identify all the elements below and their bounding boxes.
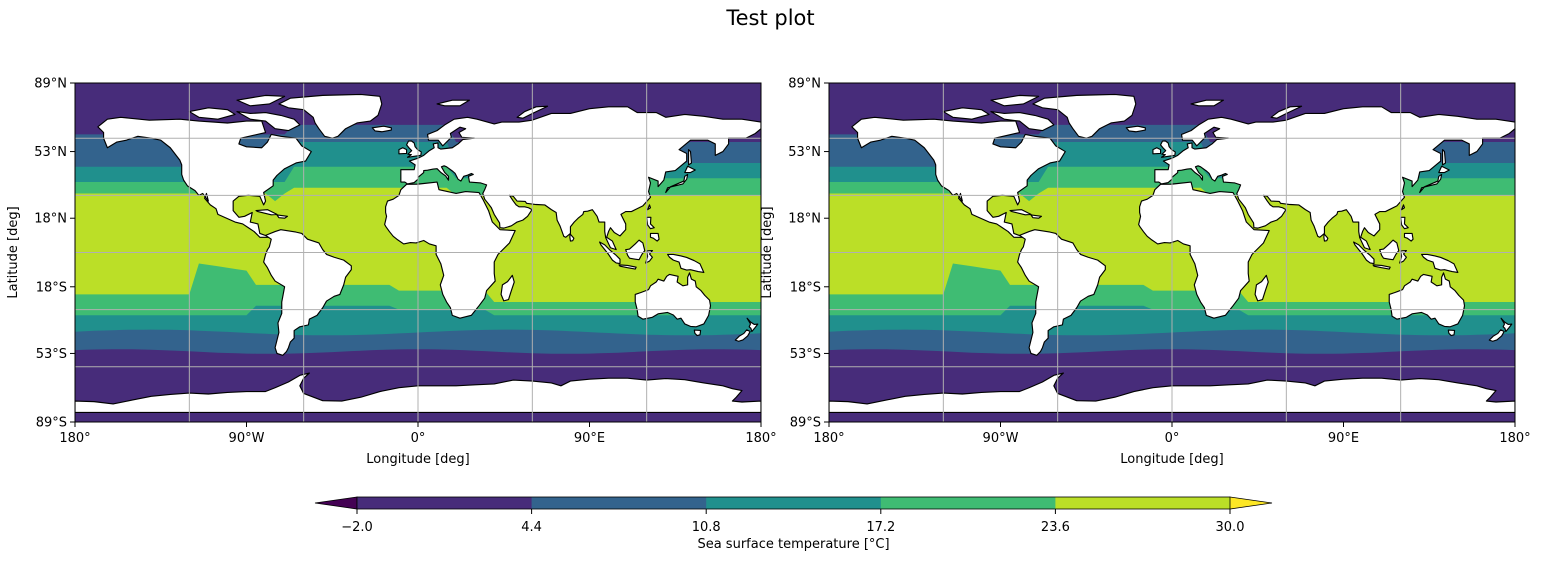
colorbar-tick-label: −2.0: [341, 520, 373, 535]
colorbar-over-extension: [1229, 496, 1273, 510]
lon-tick-label: 90°W: [983, 431, 1019, 446]
colorbar-tick-label: 4.4: [521, 520, 542, 535]
colorbar-tick-label: 30.0: [1216, 520, 1245, 535]
lat-tick-label: 89°S: [790, 416, 821, 431]
colorbar-segment: [706, 497, 882, 509]
lon-tick-label: 0°: [411, 431, 426, 446]
lat-tick-label: 53°S: [36, 347, 67, 362]
colorbar-frame: [356, 496, 1231, 510]
y-axis-label: Latitude [deg]: [6, 206, 21, 298]
colorbar-segment: [357, 497, 533, 509]
lat-tick-label: 89°N: [788, 77, 821, 92]
lon-tick-label: 90°E: [1328, 431, 1359, 446]
lat-tick-label: 53°N: [34, 145, 67, 160]
figure-title: Test plot: [726, 6, 815, 30]
lon-tick-label: 0°: [1165, 431, 1180, 446]
colorbar-tick-label: 10.8: [692, 520, 721, 535]
colorbar-tick-label: 23.6: [1041, 520, 1070, 535]
lon-tick-label: 90°E: [574, 431, 605, 446]
lat-tick-label: 18°N: [34, 212, 67, 227]
colorbar-tick-label: 17.2: [866, 520, 895, 535]
lat-tick-label: 53°S: [790, 347, 821, 362]
x-axis-label: Longitude [deg]: [1120, 452, 1223, 467]
colorbar-under-extension: [314, 496, 358, 510]
lon-tick-label: 180°: [1499, 431, 1530, 446]
colorbar: −2.0 4.4 10.8 17.2 23.6 30.0 Sea surface tempe…: [314, 496, 1273, 552]
lat-tick-label: 18°S: [36, 280, 67, 295]
colorbar-label: Sea surface temperature [°C]: [697, 537, 889, 552]
lat-tick-label: 89°N: [34, 77, 67, 92]
colorbar-segment: [531, 497, 707, 509]
lat-tick-label: 53°N: [788, 145, 821, 160]
x-axis-label: Longitude [deg]: [366, 452, 469, 467]
lon-tick-label: 180°: [813, 431, 844, 446]
y-axis-label: Latitude [deg]: [760, 206, 775, 298]
lon-tick-label: 180°: [745, 431, 776, 446]
lat-tick-label: 18°N: [788, 212, 821, 227]
lon-tick-label: 180°: [59, 431, 90, 446]
lat-tick-label: 89°S: [36, 416, 67, 431]
lat-tick-label: 18°S: [790, 280, 821, 295]
colorbar-segment: [1055, 497, 1231, 509]
colorbar-segment: [880, 497, 1056, 509]
lon-tick-label: 90°W: [229, 431, 265, 446]
